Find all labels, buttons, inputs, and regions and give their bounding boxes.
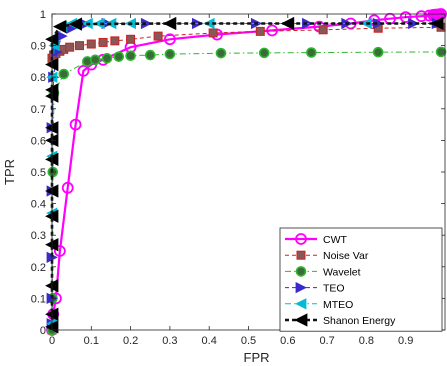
teo-point	[372, 17, 385, 30]
legend-label: Wavelet	[323, 266, 361, 278]
cwt-point	[61, 181, 74, 194]
legend-label: TEO	[323, 283, 345, 295]
legend-item-teo: TEO	[285, 281, 345, 295]
shanon-energy-point	[68, 17, 82, 31]
noise-var-point	[98, 37, 108, 47]
wavelet-point	[372, 46, 384, 58]
wavelet-point	[215, 47, 227, 59]
legend-item-noise-var: Noise Var	[285, 250, 369, 262]
y-tick-label: 0.5	[31, 167, 46, 179]
wavelet-point	[144, 49, 156, 61]
legend-item-cwt: CWT	[285, 233, 347, 246]
legend-swatch-marker	[294, 313, 308, 327]
y-tick-label: 0.8	[31, 72, 46, 84]
cwt-point	[163, 33, 176, 46]
cwt-point	[69, 118, 82, 131]
x-tick-label: 0.7	[319, 335, 334, 347]
cwt-point	[415, 10, 428, 23]
x-axis-label: FPR	[244, 350, 270, 365]
legend-label: CWT	[323, 234, 347, 246]
wavelet-point	[306, 47, 317, 58]
shanon-energy-point	[280, 16, 295, 31]
wavelet-point	[258, 47, 270, 59]
wavelet-point	[89, 54, 101, 66]
x-tick-label: 0.8	[359, 335, 374, 347]
legend-swatch-marker	[295, 233, 307, 245]
noise-var-point	[153, 31, 163, 41]
cwt-point	[77, 64, 90, 77]
cwt-point	[399, 11, 412, 24]
noise-var-point	[75, 41, 85, 51]
wavelet-point	[164, 48, 176, 60]
x-tick-label: 0	[49, 335, 55, 347]
noise-var-point	[86, 39, 96, 49]
y-tick-label: 0	[40, 325, 46, 337]
y-tick-label: 0.2	[31, 262, 46, 274]
legend-label: MTEO	[323, 299, 353, 311]
noise-var-point	[255, 26, 265, 36]
noise-var-point	[318, 25, 328, 35]
y-tick-label: 0.7	[31, 104, 46, 116]
wavelet-point	[58, 68, 70, 80]
x-tick-label: 0.9	[398, 335, 413, 347]
noise-var-point	[208, 28, 218, 38]
y-tick-label: 0.4	[31, 199, 46, 211]
x-tick-label: 0.1	[84, 335, 99, 347]
y-tick-label: 0.6	[31, 135, 46, 147]
noise-var-point	[110, 36, 120, 46]
wavelet-point	[435, 46, 447, 58]
legend-swatch-marker	[295, 266, 307, 277]
x-tick-label: 0.4	[202, 335, 217, 347]
y-tick-label: 0.9	[31, 41, 46, 53]
legend-label: Shanon Energy	[323, 315, 396, 327]
wavelet-point	[125, 50, 136, 62]
y-tick-label: 1	[40, 9, 46, 21]
shanon-energy-point	[52, 19, 67, 34]
wavelet-line	[51, 51, 442, 331]
cwt-point	[53, 245, 66, 257]
x-tick-label: 0.2	[123, 335, 138, 347]
x-tick-label: 0.5	[241, 335, 256, 347]
x-tick-label: 0.6	[280, 335, 295, 347]
wavelet-point	[101, 52, 113, 64]
legend: CWT Noise Var Wavelet TEO MTEO Shanon Energy	[279, 227, 443, 332]
y-axis-label: TPR	[2, 159, 17, 185]
wavelet-point	[113, 51, 125, 62]
y-tick-label: 0.1	[31, 293, 46, 305]
x-tick-label: 0.3	[162, 335, 177, 347]
legend-label: Noise Var	[323, 250, 369, 262]
legend-item-wavelet: Wavelet	[285, 266, 361, 278]
legend-item-shanon-energy: Shanon Energy	[285, 313, 396, 327]
legend-swatch-marker	[295, 281, 307, 294]
cwt-line	[50, 12, 442, 331]
legend-swatch-marker	[296, 250, 306, 260]
shanon-energy-point	[163, 16, 177, 31]
shanon-energy-point	[430, 16, 444, 31]
y-tick-label: 0.3	[31, 230, 46, 242]
legend-swatch-marker	[295, 298, 307, 310]
cwt-point	[266, 24, 278, 37]
noise-var-point	[126, 34, 136, 44]
noise-var-point	[65, 42, 75, 52]
legend-item-mteo: MTEO	[285, 298, 353, 311]
